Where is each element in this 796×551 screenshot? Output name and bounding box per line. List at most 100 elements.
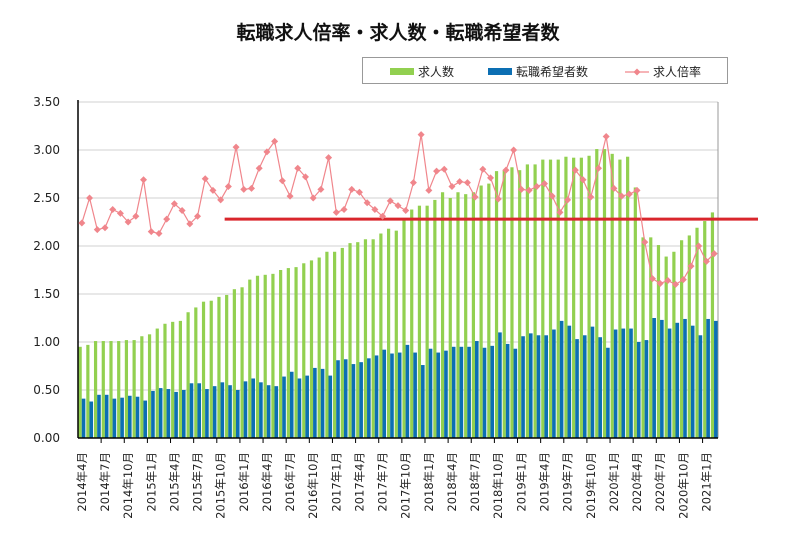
- bar-job-openings: [86, 344, 90, 438]
- bar-job-seekers: [621, 328, 626, 438]
- bar-job-openings: [626, 156, 630, 438]
- bar-job-seekers: [243, 381, 248, 438]
- bar-job-seekers: [559, 320, 564, 438]
- legend-label: 転職希望者数: [516, 65, 589, 79]
- y-tick-label: 0.00: [33, 431, 60, 445]
- bar-job-seekers: [289, 371, 294, 438]
- bar-job-openings: [93, 341, 98, 438]
- x-tick-label: 2018年1月: [422, 452, 436, 512]
- ratio-marker: [502, 166, 510, 174]
- ratio-marker: [687, 262, 695, 270]
- ratio-marker: [155, 230, 163, 238]
- bar-job-seekers: [397, 352, 402, 438]
- bar-job-seekers: [421, 365, 425, 438]
- ratio-marker: [525, 186, 533, 194]
- bar-job-openings: [525, 164, 529, 438]
- x-tick-label: 2015年10月: [214, 452, 228, 519]
- legend-label: 求人倍率: [653, 65, 702, 79]
- bar-job-openings: [147, 334, 152, 438]
- ratio-marker: [348, 185, 356, 193]
- ratio-marker: [224, 182, 232, 190]
- bar-job-openings: [171, 321, 175, 438]
- y-tick-label: 1.00: [33, 335, 60, 349]
- ratio-marker: [109, 206, 117, 214]
- bar-job-seekers: [536, 335, 541, 438]
- ratio-marker: [332, 208, 340, 216]
- ratio-marker: [240, 185, 248, 193]
- x-tick-label: 2019年1月: [514, 452, 528, 512]
- bar-job-openings: [502, 170, 506, 438]
- x-tick-label: 2015年4月: [167, 452, 181, 512]
- bar-job-seekers: [89, 401, 94, 438]
- x-tick-label: 2016年7月: [283, 452, 297, 512]
- bar-job-openings: [510, 167, 514, 438]
- bar-job-openings: [494, 171, 499, 438]
- ratio-marker: [648, 275, 656, 283]
- bar-job-openings: [579, 157, 583, 438]
- bar-job-seekers: [343, 359, 348, 438]
- ratio-marker: [309, 194, 317, 202]
- x-tick-label: 2018年10月: [491, 452, 505, 519]
- bar-job-openings: [386, 228, 391, 438]
- bar-job-seekers: [498, 332, 502, 438]
- x-tick-label: 2015年1月: [144, 452, 158, 512]
- ratio-marker: [587, 193, 595, 201]
- bar-job-seekers: [166, 389, 171, 438]
- bar-job-seekers: [97, 394, 101, 438]
- x-tick-label: 2020年7月: [653, 452, 667, 512]
- bar-job-seekers: [590, 326, 595, 438]
- ratio-marker: [487, 174, 495, 182]
- ratio-marker: [625, 190, 633, 198]
- bar-job-openings: [201, 301, 206, 438]
- ratio-marker: [579, 176, 587, 184]
- bar-job-seekers: [266, 385, 271, 438]
- ratio-marker: [294, 164, 302, 172]
- chart-title: 転職求人倍率・求人数・転職希望者数: [236, 22, 560, 44]
- bar-job-seekers: [606, 347, 610, 438]
- ratio-marker: [163, 215, 171, 223]
- bar-job-openings: [117, 341, 121, 438]
- bar-job-openings: [371, 239, 375, 438]
- x-tick-label: 2018年7月: [468, 452, 482, 512]
- legend-swatch-green: [390, 68, 414, 75]
- y-tick-label: 1.50: [33, 287, 60, 301]
- bar-job-openings: [271, 273, 275, 438]
- x-tick-label: 2014年10月: [121, 452, 135, 519]
- bar-job-openings: [340, 247, 344, 438]
- bar-job-seekers: [521, 336, 525, 438]
- bar-job-seekers: [690, 325, 695, 438]
- bar-job-seekers: [613, 329, 618, 438]
- bar-job-openings: [240, 287, 244, 438]
- ratio-marker: [610, 184, 618, 192]
- bar-job-openings: [610, 153, 614, 438]
- bar-job-openings: [464, 194, 468, 438]
- bar-job-seekers: [567, 325, 572, 438]
- bar-job-seekers: [374, 355, 379, 438]
- bar-job-openings: [132, 340, 136, 438]
- bar-job-seekers: [706, 318, 710, 438]
- y-tick-label: 3.00: [33, 143, 60, 157]
- bar-job-openings: [425, 205, 429, 438]
- bar-job-seekers: [405, 344, 410, 438]
- ratio-marker: [301, 173, 309, 181]
- bar-job-openings: [279, 270, 283, 438]
- x-tick-label: 2020年1月: [607, 452, 621, 512]
- ratio-marker: [209, 186, 217, 194]
- bar-job-openings: [649, 237, 653, 438]
- bar-job-seekers: [359, 362, 363, 438]
- x-tick-label: 2016年1月: [237, 452, 251, 512]
- bar-job-openings: [687, 235, 691, 438]
- bar-job-openings: [155, 328, 159, 438]
- bar-job-openings: [286, 268, 290, 438]
- ratio-marker: [548, 192, 556, 200]
- legend-item-job-openings: 求人数: [390, 63, 454, 80]
- bar-job-openings: [294, 267, 298, 438]
- ratio-marker: [186, 220, 194, 228]
- bar-job-openings: [710, 212, 715, 438]
- bar-job-openings: [255, 275, 260, 438]
- bar-job-openings: [163, 323, 167, 438]
- bar-job-openings: [194, 307, 198, 438]
- bar-job-openings: [695, 227, 699, 438]
- bar-job-seekers: [320, 368, 325, 438]
